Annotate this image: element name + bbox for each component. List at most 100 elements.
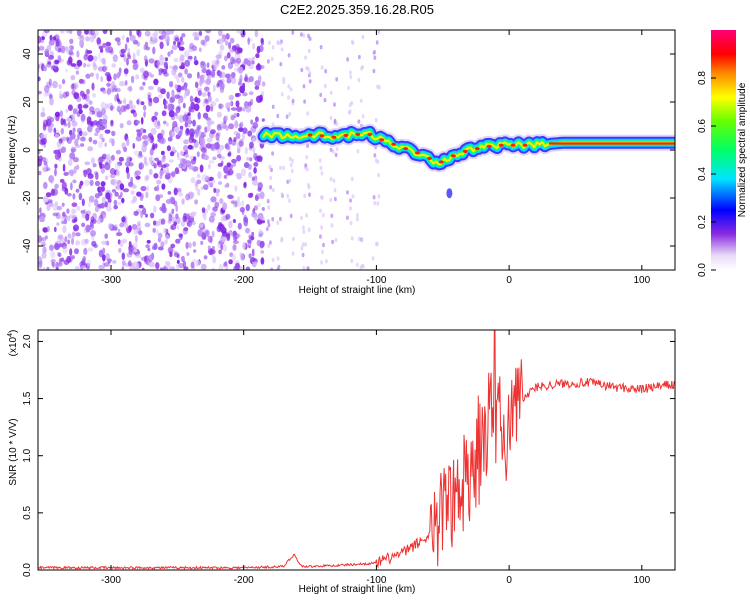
noise-speck [80,136,86,142]
noise-speck [123,68,129,75]
noise-speck [215,192,220,197]
noise-speck [126,171,130,180]
noise-speck [220,37,225,43]
noise-speck [320,260,323,265]
noise-speck [68,170,74,175]
noise-speck [218,181,223,185]
noise-speck [136,191,142,197]
noise-speck [254,85,260,90]
noise-speck [121,34,125,40]
noise-speck [192,259,197,263]
noise-speck [54,152,61,161]
noise-speck [117,161,123,167]
noise-speck [65,117,72,122]
noise-speck [42,246,47,254]
noise-speck [106,75,112,82]
noise-speck [173,187,178,196]
noise-speck [72,157,79,163]
noise-speck [271,257,275,263]
noise-speck [106,87,111,95]
noise-speck [102,42,107,48]
noise-speck [254,30,259,38]
noise-speck [257,75,262,83]
colorbar-tick-label: 0.6 [697,119,708,133]
noise-speck [59,215,66,221]
noise-speck [161,183,166,190]
noise-speck [165,234,169,240]
noise-speck [271,45,275,50]
noise-speck [93,243,98,249]
noise-speck [266,199,270,204]
noise-speck [75,188,80,193]
noise-speck [175,213,179,219]
noise-speck [257,212,264,220]
noise-speck [135,235,138,243]
noise-speck [160,267,163,270]
noise-speck [245,227,251,234]
noise-speck [216,153,222,159]
noise-speck [204,35,210,42]
noise-speck [197,188,201,196]
noise-speck [153,119,158,128]
noise-speck [349,206,352,211]
noise-speck [115,149,121,155]
noise-speck [45,192,52,198]
noise-speck [48,116,55,123]
noise-speck [187,119,191,128]
noise-speck [57,252,62,258]
noise-speck [94,206,100,213]
noise-speck [187,55,193,60]
noise-speck [194,128,199,135]
noise-speck [188,106,192,113]
y-tick-label: 1.0 [22,448,33,462]
noise-speck [260,37,264,44]
noise-speck [225,102,231,110]
noise-speck [238,140,244,147]
noise-speck [86,259,92,267]
noise-speck [51,65,57,70]
noise-speck [349,198,352,203]
noise-speck [80,90,83,95]
noise-speck [70,182,73,191]
noise-speck [112,260,117,264]
noise-speck [153,96,160,104]
noise-speck [183,82,187,91]
noise-speck [180,62,185,70]
noise-speck [223,165,229,174]
noise-speck [206,118,213,126]
noise-speck [111,87,118,92]
noise-speck [225,73,231,79]
noise-speck [177,72,183,78]
noise-speck [102,254,106,262]
noise-speck [54,168,57,177]
noise-speck [159,54,164,61]
ridge-peak [343,133,349,137]
noise-speck [102,30,108,34]
noise-speck [231,253,236,262]
noise-speck [197,112,201,120]
noise-speck [229,48,236,53]
noise-speck [237,196,240,204]
noise-speck [160,241,165,248]
noise-speck [143,111,146,118]
noise-speck [302,229,306,234]
noise-speck [282,76,286,82]
noise-speck [176,259,180,264]
noise-speck [234,262,241,270]
noise-speck [192,31,198,37]
noise-speck [205,143,212,149]
noise-speck [121,252,126,260]
noise-speck [123,54,127,63]
noise-speck [180,255,185,263]
noise-speck [69,132,76,140]
noise-speck [360,238,364,243]
noise-speck [142,81,146,86]
noise-speck [233,131,239,136]
noise-speck [98,264,104,270]
noise-speck [65,91,70,97]
noise-speck [193,55,197,62]
spectrogram-y-label: Frequency (Hz) [7,116,18,185]
noise-speck [68,49,73,56]
noise-speck [103,262,110,267]
noise-speck [55,39,60,47]
